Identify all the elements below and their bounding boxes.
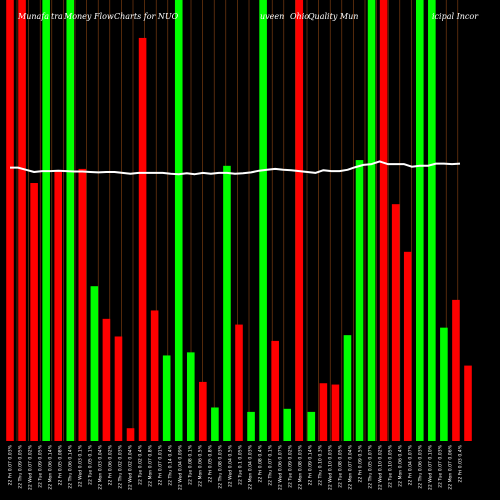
x-tick-label: 22 Tue 0.09 0.05% xyxy=(38,444,44,488)
chart-bar xyxy=(30,183,38,441)
x-tick-label: 22 Tue 0.1 0.05% xyxy=(238,444,244,485)
chart-bar xyxy=(247,411,255,441)
chart-bar xyxy=(150,310,159,441)
chart-title-fragment: Money Flow xyxy=(63,12,114,21)
chart-bar xyxy=(186,352,195,441)
x-tick-label: 22 Mon 0.07 0.04% xyxy=(348,444,354,489)
chart-bar xyxy=(90,286,99,441)
chart-bar xyxy=(355,160,364,441)
x-tick-label: 22 Thu 0.02 0.03% xyxy=(118,444,124,488)
x-tick-label: 22 Mon 0.07 0.8% xyxy=(148,444,154,486)
x-tick-label: 22 Thu 0.07 0.1% xyxy=(268,444,274,485)
x-tick-label: 22 Tue 0.05 0.1% xyxy=(88,444,94,485)
chart-bar xyxy=(162,355,171,441)
x-tick-label: 22 Wed 0.06 0.07% xyxy=(278,444,284,490)
x-tick-label: 22 Thu 0.10 0.3% xyxy=(318,444,324,485)
chart-bar xyxy=(391,204,400,441)
chart-bar xyxy=(415,0,424,441)
x-tick-label: 22 Mon 0.06 0.5% xyxy=(198,444,204,486)
x-tick-label: 22 Thu 0.08 0.03% xyxy=(218,444,224,488)
chart-bar xyxy=(367,0,376,441)
chart-bar xyxy=(235,324,243,441)
x-tick-label: 22 Wed 0.10 0.02% xyxy=(378,444,384,490)
x-tick-label: 22 Tue 0.02 0.4% xyxy=(138,444,144,485)
x-tick-label: 22 Fri 0.09 0.14% xyxy=(308,444,314,485)
chart-bar xyxy=(199,381,207,441)
chart-bar xyxy=(211,407,219,441)
x-tick-label: 22 Wed 0.07 0.10% xyxy=(428,444,434,490)
x-tick-label: 22 Tue 0.10 0.05% xyxy=(388,444,394,488)
x-tick-label: 22 Tue 0.08 0.05% xyxy=(338,444,344,488)
x-tick-label: 22 Fri 0.04 0.07% xyxy=(408,444,414,485)
x-tick-label: 22 Fri 0.05 0.08% xyxy=(58,444,64,485)
x-tick-label: 22 Mon 0.06 0.14% xyxy=(48,444,54,489)
x-tick-label: 22 Tue 0.07 0.03% xyxy=(438,444,444,488)
chart-bar xyxy=(78,168,87,441)
chart-bar xyxy=(307,411,316,441)
chart-bar xyxy=(295,0,304,441)
chart-bar xyxy=(343,335,352,441)
x-tick-label: 22 Fri 0.05 0.8% xyxy=(208,444,214,482)
chart-bar xyxy=(271,340,279,441)
chart-bar xyxy=(452,299,460,441)
chart-bar xyxy=(283,408,292,441)
chart-bar xyxy=(42,0,50,441)
chart-title-fragment: uveen xyxy=(260,12,284,21)
x-tick-label: 22 Mon 0.08 0.03% xyxy=(298,444,304,489)
chart-bar xyxy=(54,171,63,442)
chart-bar xyxy=(102,318,111,441)
chart-title-fragment: Munafa xyxy=(17,12,49,21)
x-tick-labels: 22 Fri 0.07 0.03% 22 Thu 0.09 0.05% 22 Wed… xyxy=(8,444,464,490)
chart-bar xyxy=(428,0,436,441)
x-tick-label: 22 Fri 0.03 0.4% xyxy=(458,444,464,482)
chart-bar xyxy=(440,327,448,441)
x-tick-label: 22 Thu 0.05 0.07% xyxy=(368,444,374,488)
x-tick-label: 22 Wed 0.10 0.03% xyxy=(328,444,334,490)
chart-title-fragment: Ohio xyxy=(290,12,309,21)
chart-bar xyxy=(223,165,231,441)
x-tick-label: 22 Wed 0.04 0.09% xyxy=(178,444,184,490)
chart-bar xyxy=(6,0,14,441)
flow-line xyxy=(10,160,461,176)
chart-bar xyxy=(174,0,183,441)
chart-title-fragment: icipal Incor xyxy=(432,12,479,21)
chart-title-fragment: Charts for NUO xyxy=(114,12,179,21)
chart-bar xyxy=(403,251,412,441)
chart-bar xyxy=(138,37,147,442)
x-tick-label: 22 Fri 0.08 0.4% xyxy=(258,444,264,482)
chart-bar xyxy=(464,365,472,441)
bars xyxy=(6,0,472,442)
x-tick-label: 22 Wed 0.02 0.04% xyxy=(128,444,134,490)
x-tick-label: 22 Fri 0.09 0.5% xyxy=(358,444,364,482)
x-tick-label: 22 Mon 0.06 0.4% xyxy=(398,444,404,486)
x-tick-label: 22 Fri 0.07 0.01% xyxy=(158,444,164,485)
chart-bar xyxy=(18,0,26,441)
x-tick-label: 22 Mon 0.03 0.04% xyxy=(98,444,104,489)
x-tick-label: 22 Thu 0.06 0.03% xyxy=(418,444,424,488)
x-tick-label: 22 Mon 0.07 0.06% xyxy=(448,444,454,489)
chart-bar xyxy=(319,383,328,441)
x-tick-label: 22 Wed 0.04 0.5% xyxy=(228,444,234,487)
chart-title-fragment: Quality Mun xyxy=(308,12,358,21)
chart-bar xyxy=(114,336,123,441)
chart-bar xyxy=(331,384,340,441)
x-tick-label: 22 Tue 0.08 0.1% xyxy=(188,444,194,485)
chart-bar xyxy=(66,0,75,441)
x-tick-label: 22 Wed 0.07 0.02% xyxy=(28,444,34,490)
chart-title-fragment: tra xyxy=(51,12,63,21)
chart-title: Munafa tra Money Flow Charts for NUO uveen Oh… xyxy=(17,12,479,21)
x-tick-label: 22 Tue 0.09 0.02% xyxy=(288,444,294,488)
x-tick-label: 22 Wed 0.03 0.1% xyxy=(78,444,84,487)
x-tick-label: 22 Thu 0.09 0.05% xyxy=(18,444,24,488)
x-tick-label: 22 Thu 0.14 0.4% xyxy=(168,444,174,485)
chart-bar xyxy=(126,428,135,441)
x-tick-label: 22 Fri 0.07 0.03% xyxy=(8,444,14,485)
x-tick-label: 22 Thu 0.06 0.14% xyxy=(68,444,74,488)
chart-bar xyxy=(379,0,388,441)
x-tick-label: 22 Mon 0.04 0.03% xyxy=(248,444,254,489)
x-tick-label: 22 Fri 0.06 0.02% xyxy=(108,444,114,485)
chart-bar xyxy=(259,0,267,441)
